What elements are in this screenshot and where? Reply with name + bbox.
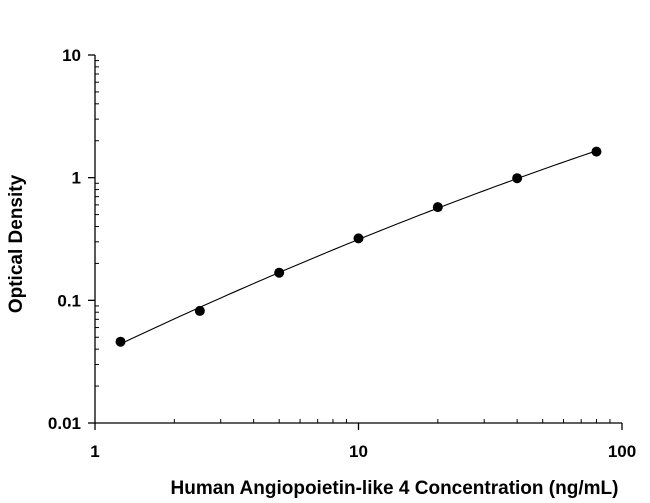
data-point	[194, 305, 205, 316]
y-tick-label: 0.01	[48, 414, 81, 433]
data-point	[591, 146, 602, 157]
data-point	[512, 173, 523, 184]
data-point	[115, 336, 126, 347]
fit-curve	[120, 150, 597, 345]
x-axis-title: Human Angiopoietin-like 4 Concentration …	[171, 478, 619, 499]
y-tick-label: 1	[72, 169, 81, 188]
axes: 0.01 0.1 1 10 1 10 100	[48, 46, 636, 461]
x-tick-label: 1	[90, 442, 99, 461]
data-point	[432, 202, 443, 213]
y-axis-title: Optical Density	[6, 174, 27, 313]
data-point	[353, 233, 364, 244]
y-tick-label: 0.1	[57, 291, 81, 310]
y-tick-label: 10	[62, 46, 81, 65]
data-points	[115, 146, 602, 347]
fit-curve-group	[120, 150, 597, 345]
data-point	[274, 267, 285, 278]
x-tick-label: 100	[608, 442, 636, 461]
x-tick-label: 10	[349, 442, 368, 461]
